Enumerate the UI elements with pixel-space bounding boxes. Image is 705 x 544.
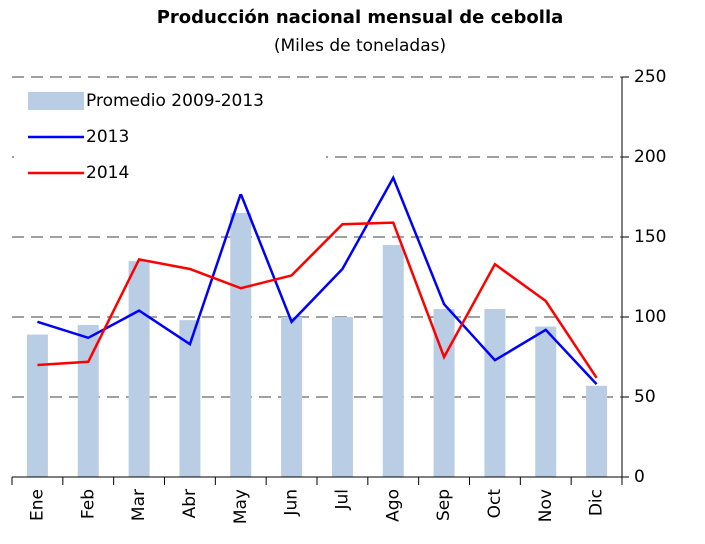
y-tick-label: 100 [634,307,666,327]
line [37,221,598,379]
x-tick-label: Jun [282,489,302,517]
x-tick-label: May [231,489,251,524]
x-tick-label: Jul [332,489,352,511]
x-tick-label: Abr [180,489,200,518]
bar [484,309,506,477]
chart-title: Producción nacional mensual de cebolla [157,7,564,28]
legend-label: Promedio 2009-2013 [86,91,264,111]
x-tick-label: Dic [587,489,607,516]
x-tick-label: Feb [78,489,98,519]
bar [26,334,48,477]
y-tick-label: 0 [634,467,645,487]
legend-label: 2014 [86,163,129,183]
bar [382,245,404,477]
x-tick-label: Ene [27,489,47,521]
bar [230,213,252,477]
x-tick-label: Sep [434,489,454,521]
bar [586,385,608,477]
bar [535,326,557,477]
y-tick-label: 250 [634,67,666,87]
x-tick-label: Ago [383,489,403,522]
x-tick-label: Mar [129,489,149,521]
bar [331,317,353,477]
chart-subtitle: (Miles de toneladas) [274,36,446,56]
bar [433,309,455,477]
legend-swatch [28,92,84,110]
y-tick-label: 200 [634,147,666,167]
bar [179,320,201,477]
bar [128,261,150,477]
x-tick-label: Oct [485,489,505,519]
bar [281,317,303,477]
line [37,174,598,386]
legend-label: 2013 [86,127,129,147]
y-tick-label: 150 [634,227,666,247]
y-tick-label: 50 [634,387,656,407]
x-tick-label: Nov [536,489,556,522]
